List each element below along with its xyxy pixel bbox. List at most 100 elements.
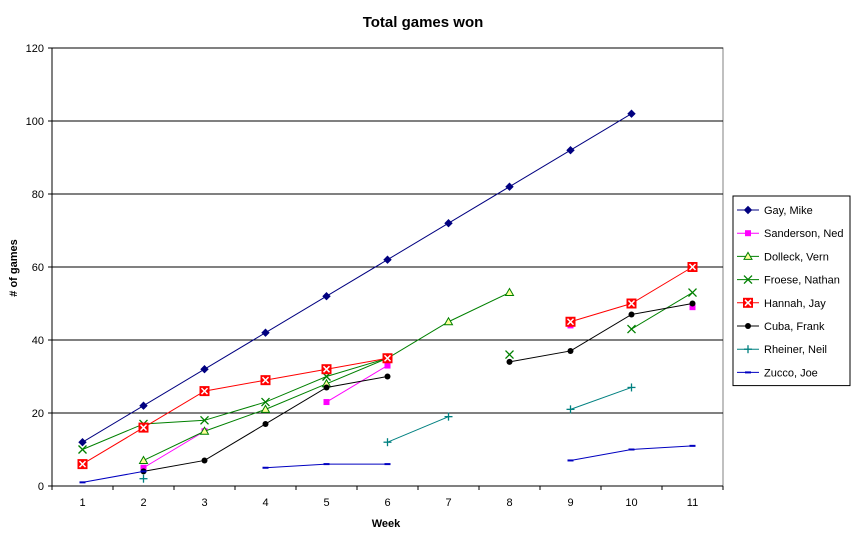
data-point <box>261 328 270 337</box>
chart-title: Total games won <box>363 14 484 31</box>
legend-item: Dolleck, Vern <box>737 251 829 263</box>
data-point <box>443 316 454 326</box>
series-hannah-jay <box>77 262 698 470</box>
y-tick-label: 100 <box>26 116 44 128</box>
legend-label: Gay, Mike <box>764 205 813 217</box>
legend-item: Zucco, Joe <box>737 367 818 379</box>
data-point <box>745 323 751 329</box>
data-point <box>139 401 148 410</box>
legend-label: Zucco, Joe <box>764 367 818 379</box>
series-gay-mike <box>78 109 636 447</box>
x-tick-label: 4 <box>262 497 268 509</box>
data-point <box>744 345 752 354</box>
data-point <box>200 364 209 374</box>
series-line <box>570 386 632 410</box>
x-tick-label: 6 <box>384 497 390 509</box>
y-tick-label: 60 <box>32 262 44 274</box>
legend-label: Cuba, Frank <box>764 321 825 333</box>
data-point <box>743 297 753 308</box>
data-point <box>444 412 453 421</box>
data-point <box>689 304 696 311</box>
data-point <box>565 316 576 327</box>
data-point <box>627 324 636 334</box>
legend-item: Sanderson, Ned <box>737 228 844 240</box>
legend-label: Rheiner, Neil <box>764 344 827 356</box>
data-point <box>321 364 332 375</box>
data-point <box>383 438 392 447</box>
data-point <box>78 445 87 454</box>
data-point <box>260 404 271 413</box>
data-point <box>383 255 392 264</box>
data-point <box>567 347 574 354</box>
data-point <box>628 311 635 318</box>
y-axis-label: # of games <box>8 239 20 296</box>
data-point <box>139 474 148 483</box>
data-point <box>444 218 453 228</box>
data-point <box>627 383 636 392</box>
x-tick-label: 8 <box>506 497 512 509</box>
data-point <box>566 405 575 414</box>
data-point <box>138 455 149 464</box>
legend-item: Gay, Mike <box>737 205 813 217</box>
data-point <box>687 262 698 272</box>
series-line <box>82 357 388 450</box>
y-tick-label: 120 <box>26 43 44 55</box>
data-point <box>743 205 753 215</box>
x-tick-label: 2 <box>140 497 146 509</box>
series-line <box>143 430 205 469</box>
x-tick-label: 5 <box>323 497 329 509</box>
series-line <box>82 470 144 483</box>
legend-item: Rheiner, Neil <box>737 344 827 356</box>
legend: Gay, Mike Sanderson, Ned Dolleck, Vern Froe… <box>732 195 851 387</box>
series-line <box>509 303 693 363</box>
data-point <box>200 415 209 425</box>
data-point <box>323 384 330 391</box>
data-point <box>504 287 515 297</box>
data-point <box>323 399 330 406</box>
x-tick-label: 10 <box>625 497 637 509</box>
data-point <box>689 300 696 307</box>
data-point <box>260 375 271 386</box>
series-zucco-joe <box>79 444 696 484</box>
legend-label: Hannah, Jay <box>764 298 826 310</box>
data-point <box>78 437 87 447</box>
data-point <box>566 145 575 155</box>
data-point <box>688 288 697 298</box>
x-tick-label: 1 <box>79 497 85 509</box>
y-tick-label: 80 <box>32 189 44 201</box>
data-point <box>199 386 210 397</box>
data-point <box>138 422 149 433</box>
y-tick-label: 40 <box>32 335 44 347</box>
data-point <box>743 275 753 285</box>
data-point <box>199 426 210 435</box>
x-tick-label: 7 <box>445 497 451 509</box>
data-point <box>140 464 147 471</box>
series-line <box>387 416 449 443</box>
data-point <box>77 459 88 470</box>
x-axis-label: Week <box>372 518 401 530</box>
legend-label: Froese, Nathan <box>764 275 840 287</box>
data-point <box>322 291 331 301</box>
data-point <box>626 298 637 309</box>
y-tick-label: 0 <box>38 481 44 493</box>
legend-item: Cuba, Frank <box>737 321 825 333</box>
series-rheiner-neil <box>139 383 636 483</box>
data-point <box>743 251 753 260</box>
data-point <box>506 358 513 365</box>
legend-item: Hannah, Jay <box>737 297 826 310</box>
data-point <box>745 230 751 237</box>
x-tick-label: 3 <box>201 497 207 509</box>
y-tick-label: 20 <box>32 408 44 420</box>
series-cuba-frank <box>140 300 696 475</box>
data-point <box>201 457 208 464</box>
legend-label: Dolleck, Vern <box>764 251 829 263</box>
data-point <box>262 420 269 427</box>
data-point <box>505 182 514 191</box>
data-point <box>384 373 391 380</box>
legend-item: Froese, Nathan <box>737 275 840 287</box>
series-line <box>631 292 693 330</box>
series-line <box>82 113 632 443</box>
data-point <box>627 109 636 118</box>
series-line <box>326 365 388 403</box>
